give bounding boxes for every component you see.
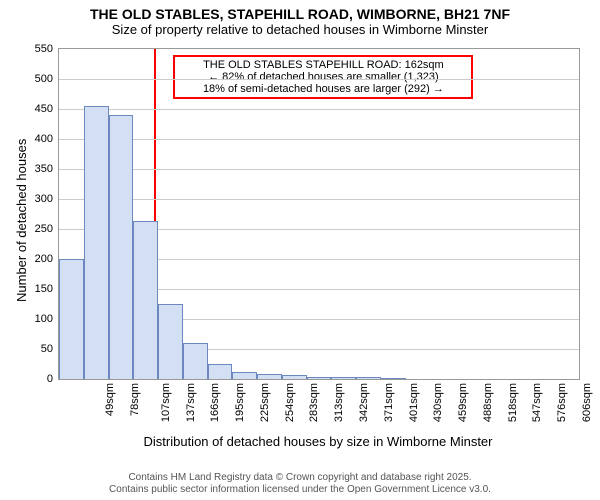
y-tick-label: 550 [35, 43, 59, 55]
x-tick-label: 195sqm [234, 383, 246, 422]
x-tick-label: 225sqm [259, 383, 271, 422]
footer-attribution: Contains HM Land Registry data © Crown c… [0, 472, 600, 496]
annotation-box: THE OLD STABLES STAPEHILL ROAD: 162sqm ←… [173, 55, 473, 99]
x-tick-label: 401sqm [408, 383, 420, 422]
x-tick-label: 137sqm [185, 383, 197, 422]
y-tick-label: 200 [35, 253, 59, 265]
histogram-bar [307, 377, 332, 379]
annotation-line3: 18% of semi-detached houses are larger (… [181, 83, 465, 95]
gridline [59, 169, 579, 170]
histogram-bar [257, 374, 282, 379]
footer-line2: Contains public sector information licen… [0, 484, 600, 496]
x-tick-label: 166sqm [210, 383, 222, 422]
x-axis-label: Distribution of detached houses by size … [58, 434, 578, 449]
y-tick-label: 500 [35, 73, 59, 85]
histogram-bar [59, 259, 84, 379]
annotation-line1: THE OLD STABLES STAPEHILL ROAD: 162sqm [181, 59, 465, 71]
gridline [59, 109, 579, 110]
footer-line1: Contains HM Land Registry data © Crown c… [0, 472, 600, 484]
histogram-bar [133, 221, 158, 379]
y-axis-label: Number of detached houses [14, 139, 29, 302]
gridline [59, 79, 579, 80]
y-tick-label: 150 [35, 283, 59, 295]
x-tick-label: 459sqm [457, 383, 469, 422]
gridline [59, 139, 579, 140]
y-tick-label: 350 [35, 163, 59, 175]
y-tick-label: 50 [41, 343, 59, 355]
histogram-bar [109, 115, 134, 379]
chart-title: THE OLD STABLES, STAPEHILL ROAD, WIMBORN… [0, 0, 600, 22]
y-tick-label: 300 [35, 193, 59, 205]
histogram-bar [232, 372, 257, 379]
y-tick-label: 250 [35, 223, 59, 235]
gridline [59, 199, 579, 200]
histogram-bar [208, 364, 233, 379]
histogram-bar [158, 304, 183, 379]
histogram-bar [381, 378, 406, 379]
plot-area: THE OLD STABLES STAPEHILL ROAD: 162sqm ←… [58, 48, 580, 380]
histogram-bar [84, 106, 109, 379]
histogram-bar [282, 375, 307, 379]
x-tick-label: 313sqm [333, 383, 345, 422]
y-tick-label: 0 [47, 373, 59, 385]
x-tick-label: 49sqm [104, 383, 116, 416]
histogram-bar [356, 377, 381, 379]
x-tick-label: 342sqm [358, 383, 370, 422]
y-tick-label: 450 [35, 103, 59, 115]
chart-container: THE OLD STABLES, STAPEHILL ROAD, WIMBORN… [0, 0, 600, 500]
histogram-bar [183, 343, 208, 379]
x-tick-label: 283sqm [309, 383, 321, 422]
y-tick-label: 100 [35, 313, 59, 325]
y-tick-label: 400 [35, 133, 59, 145]
x-tick-label: 547sqm [531, 383, 543, 422]
x-tick-label: 78sqm [129, 383, 141, 416]
x-tick-label: 576sqm [556, 383, 568, 422]
x-tick-label: 254sqm [284, 383, 296, 422]
annotation-line2: ← 82% of detached houses are smaller (1,… [181, 71, 465, 83]
x-tick-label: 518sqm [507, 383, 519, 422]
x-tick-label: 107sqm [160, 383, 172, 422]
chart-subtitle: Size of property relative to detached ho… [0, 22, 600, 43]
x-tick-label: 430sqm [432, 383, 444, 422]
x-tick-label: 606sqm [581, 383, 593, 422]
histogram-bar [331, 377, 356, 379]
x-tick-label: 488sqm [482, 383, 494, 422]
x-tick-label: 371sqm [383, 383, 395, 422]
